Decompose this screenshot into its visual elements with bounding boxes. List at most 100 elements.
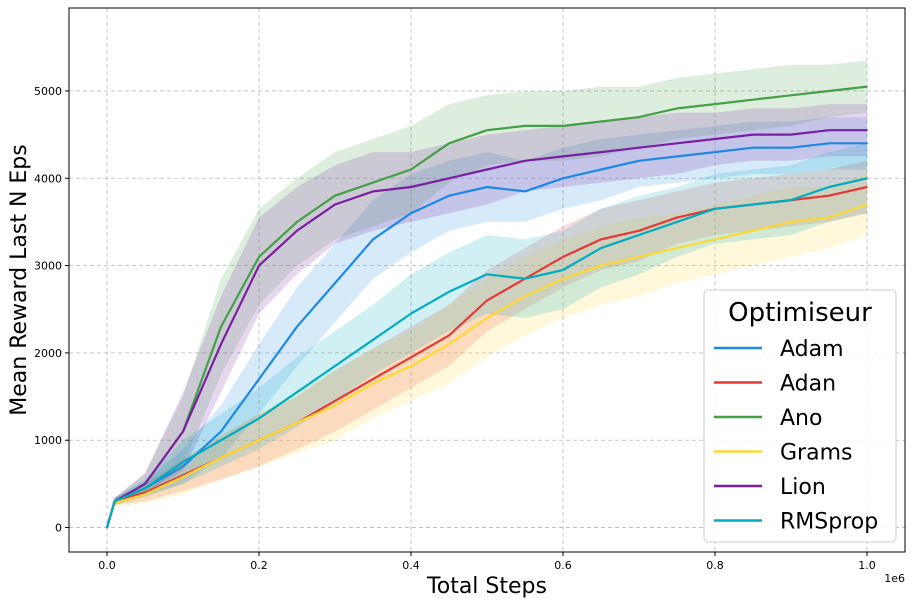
point-lion [638,146,640,149]
point-adan [638,229,640,232]
point-lion [676,142,678,145]
point-grams [524,295,526,298]
line-grams [105,203,868,528]
point-rmsprop [562,269,564,271]
x-offset-label: 1e6 [884,572,905,585]
point-rmsprop [486,273,488,276]
legend-label-grams: Grams [780,441,852,466]
point-rmsprop [714,208,716,210]
point-grams [562,277,564,280]
legend: Optimiseur Adam Adan Ano Grams Lion RMSprop [703,289,897,543]
point-adan [866,186,868,188]
point-adam [258,378,260,380]
y-axis-ticks: 0 1000 2000 3000 4000 5000 [34,85,69,535]
point-adan [562,256,564,258]
point-ano [448,142,450,145]
y-tick-label: 0 [55,522,62,535]
point-ano [334,194,336,197]
point-lion [372,190,374,193]
point-ano [790,94,792,97]
legend-items: Adam Adan Ano Grams Lion RMSprop [714,337,878,535]
point-adam [182,465,184,468]
band-grams [107,173,867,528]
point-adan [144,491,146,494]
point-ano [486,129,488,131]
point-grams [752,229,754,232]
y-axis-label: Mean Reward Last N Eps [7,144,32,415]
y-tick-label: 2000 [34,347,62,360]
point-lion [182,430,184,433]
point-grams [448,343,450,346]
point-adan [410,356,412,359]
point-adam [752,146,754,149]
point-grams [714,238,716,241]
point-lion [258,264,260,267]
legend-box [703,289,897,543]
point-grams [372,382,374,385]
point-adam [600,168,602,171]
point-rmsprop [752,203,754,206]
point-rmsprop [220,439,222,442]
point-adam [296,325,298,328]
point-grams [182,476,184,478]
point-rmsprop [410,312,412,315]
point-lion [828,129,830,131]
point-rmsprop [258,417,260,420]
point-adam [828,142,830,145]
point-ano [828,90,830,92]
point-lion [562,155,564,158]
plot-frame [68,7,906,553]
point-grams [866,203,868,206]
point-rmsprop [790,199,792,201]
point-lion [524,160,526,162]
band-rmsprop [107,143,867,528]
point-adam [866,142,868,145]
point-rmsprop [524,277,526,280]
point-rmsprop [866,177,868,180]
x-tick-label: 0.4 [402,559,420,572]
point-grams [220,456,222,459]
point-grams [144,493,146,496]
legend-label-ano: Ano [780,406,822,431]
point-lion [144,483,146,485]
point-rmsprop [144,487,146,490]
point-ano [410,168,412,171]
point-lion [714,138,716,140]
point-adam [638,160,640,162]
point-lion [448,177,450,180]
point-ano [714,103,716,105]
y-tick-label: 5000 [34,85,62,98]
point-rmsprop [113,500,116,503]
point-rmsprop [600,247,602,249]
y-tick-label: 1000 [34,434,62,447]
band-lion [107,104,867,528]
point-rmsprop [334,365,336,367]
point-grams [676,247,678,249]
point-lion [334,203,336,206]
point-ano [562,125,564,127]
legend-label-rmsprop: RMSprop [780,510,878,535]
line-adam [105,142,867,528]
point-adan [600,238,602,241]
x-tick-label: 1.0 [858,559,876,572]
point-lion [410,186,412,188]
x-tick-label: 0.2 [250,559,268,572]
point-lion [790,133,792,136]
point-adam [410,212,412,214]
point-rmsprop [676,221,678,223]
point-ano [220,325,222,328]
x-axis-ticks: 0.0 0.2 0.4 0.6 0.8 1.0 [98,552,876,572]
x-tick-label: 0.0 [98,559,116,572]
x-tick-label: 0.6 [554,559,572,572]
band-ano [107,60,867,528]
legend-label-lion: Lion [780,475,826,500]
point-adan [828,194,830,197]
point-adan [334,400,336,402]
point-rmsprop [638,234,640,236]
point-adan [486,299,488,302]
point-ano [866,85,868,88]
point-adam [334,282,336,284]
point-adan [448,334,450,337]
point-lion [866,129,868,131]
